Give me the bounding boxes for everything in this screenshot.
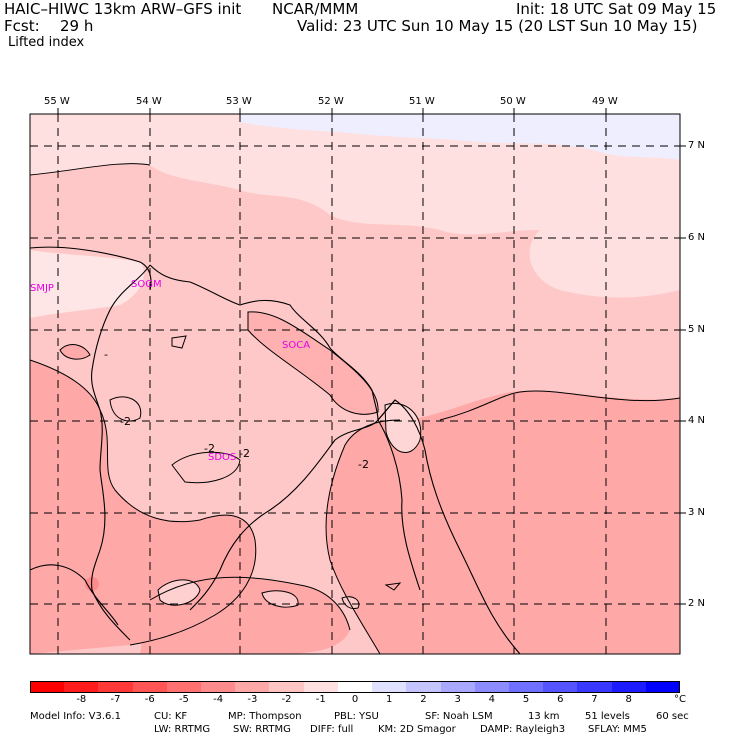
station-soca: SOCA bbox=[282, 340, 311, 351]
contour-label-5: - bbox=[104, 348, 108, 361]
colorbar-swatch bbox=[474, 681, 510, 693]
colorbar-swatch bbox=[508, 681, 544, 693]
colorbar-swatch bbox=[303, 681, 339, 693]
contour-label-1: -2 bbox=[120, 415, 131, 428]
footer-damp: DAMP: Rayleigh3 bbox=[480, 724, 566, 735]
colorbar-swatch bbox=[406, 681, 442, 693]
colorbar-label: -2 bbox=[281, 694, 292, 705]
colorbar-label: 0 bbox=[351, 694, 359, 705]
colorbar-swatch bbox=[132, 681, 168, 693]
colorbar-unit: °C bbox=[674, 694, 686, 705]
zone-positive bbox=[240, 114, 680, 160]
footer-km: KM: 2D Smagor bbox=[378, 724, 456, 735]
fcst-hours: 29 h bbox=[60, 17, 94, 35]
footer-lw: LW: RRTMG bbox=[154, 724, 211, 735]
lon-label-51w: 51 W bbox=[409, 96, 435, 107]
lat-label-4n: 4 N bbox=[688, 415, 706, 426]
colorbar-label: -1 bbox=[315, 694, 326, 705]
lat-label-2n: 2 N bbox=[688, 598, 706, 609]
colorbar-label: 2 bbox=[420, 694, 427, 705]
latlon-grid bbox=[30, 114, 680, 654]
fcst-label: Fcst: bbox=[4, 17, 40, 35]
zone-minus1 bbox=[30, 114, 680, 298]
footer-sw: SW: RRTMG bbox=[233, 724, 291, 735]
footer-resolution: 13 km bbox=[528, 711, 560, 722]
center-label: NCAR/MMM bbox=[272, 0, 359, 18]
footer-sf: SF: Noah LSM bbox=[425, 711, 493, 722]
patch-6 bbox=[262, 590, 299, 608]
contour-label-4: -2 bbox=[358, 458, 369, 471]
right-ticks bbox=[680, 145, 686, 605]
patch-4 bbox=[110, 396, 141, 421]
lon-label-55w: 55 W bbox=[44, 96, 70, 107]
colorbar-label: 8 bbox=[625, 694, 632, 705]
colorbar-swatch bbox=[337, 681, 373, 693]
colorbar-swatch bbox=[64, 681, 99, 693]
lat-label-6n: 6 N bbox=[688, 232, 706, 243]
lon-label-54w: 54 W bbox=[136, 96, 162, 107]
colorbar-swatch bbox=[611, 681, 647, 693]
footer-pbl: PBL: YSU bbox=[334, 711, 379, 722]
colorbar-swatch bbox=[98, 681, 134, 693]
station-sdos: SDOS bbox=[208, 452, 237, 463]
model-title: HAIC–HIWC 13km ARW–GFS init bbox=[4, 0, 242, 18]
country-borders bbox=[29, 246, 521, 655]
colorbar-swatch bbox=[235, 681, 270, 693]
init-time: Init: 18 UTC Sat 09 May 15 bbox=[516, 0, 717, 18]
footer-model-info: Model Info: V3.6.1 bbox=[30, 711, 121, 722]
colorbar-label: -6 bbox=[144, 694, 155, 705]
footer-cu: CU: KF bbox=[154, 711, 188, 722]
patch-2 bbox=[172, 452, 240, 483]
lon-label-53w: 53 W bbox=[226, 96, 252, 107]
footer-sflay: SFLAY: MM5 bbox=[588, 724, 647, 735]
lat-label-3n: 3 N bbox=[688, 507, 706, 518]
zone-soca bbox=[248, 311, 379, 415]
zone-minus3-east bbox=[325, 390, 680, 654]
footer-timestep: 60 sec bbox=[656, 711, 689, 722]
colorbar-label: -8 bbox=[76, 694, 87, 705]
colorbar-label: 6 bbox=[557, 694, 564, 705]
colorbar-swatch bbox=[543, 681, 578, 693]
colorbar-swatch bbox=[269, 681, 305, 693]
colorbar-swatch bbox=[577, 681, 613, 693]
contour-label-3: -2 bbox=[239, 447, 250, 460]
contour-label-2: -2 bbox=[204, 442, 215, 455]
colorbar-label: 3 bbox=[454, 694, 461, 705]
colorbar-swatch bbox=[201, 681, 236, 693]
colorbar-swatch bbox=[440, 681, 476, 693]
station-smjp: SMJP bbox=[30, 283, 54, 294]
colorbar-frame bbox=[30, 681, 680, 693]
footer-diff: DIFF: full bbox=[310, 724, 354, 735]
patch-1 bbox=[385, 403, 421, 453]
colorbar-swatch bbox=[645, 681, 681, 693]
valid-time: Valid: 23 UTC Sun 10 May 15 (20 LST Sun … bbox=[297, 17, 698, 35]
footer-mp: MP: Thompson bbox=[228, 711, 302, 722]
lon-label-49w: 49 W bbox=[592, 96, 618, 107]
colorbar-label: -7 bbox=[110, 694, 121, 705]
colorbar-label: -3 bbox=[247, 694, 258, 705]
colorbar-label: -4 bbox=[213, 694, 224, 705]
top-ticks bbox=[57, 108, 607, 114]
colorbar-swatch bbox=[30, 681, 65, 693]
colorbar-label: 7 bbox=[591, 694, 598, 705]
patch-3 bbox=[158, 579, 200, 606]
footer-levels: 51 levels bbox=[585, 711, 630, 722]
colorbar-label: 5 bbox=[522, 694, 530, 705]
colorbar-swatch bbox=[372, 681, 407, 693]
lon-label-50w: 50 W bbox=[500, 96, 526, 107]
contour-lines bbox=[29, 163, 681, 655]
station-sogm: SOGM bbox=[131, 279, 162, 290]
colorbar-label: -5 bbox=[178, 694, 189, 705]
map-frame bbox=[29, 113, 681, 655]
colorbar-label: 4 bbox=[488, 694, 496, 705]
colorbar-swatch bbox=[166, 681, 202, 693]
lat-label-5n: 5 N bbox=[688, 324, 706, 335]
lon-label-52w: 52 W bbox=[318, 96, 344, 107]
patch-5 bbox=[60, 344, 90, 360]
colorbar-label: 1 bbox=[386, 694, 393, 705]
lat-label-7n: 7 N bbox=[688, 140, 706, 151]
field-name: Lifted index bbox=[8, 35, 85, 50]
